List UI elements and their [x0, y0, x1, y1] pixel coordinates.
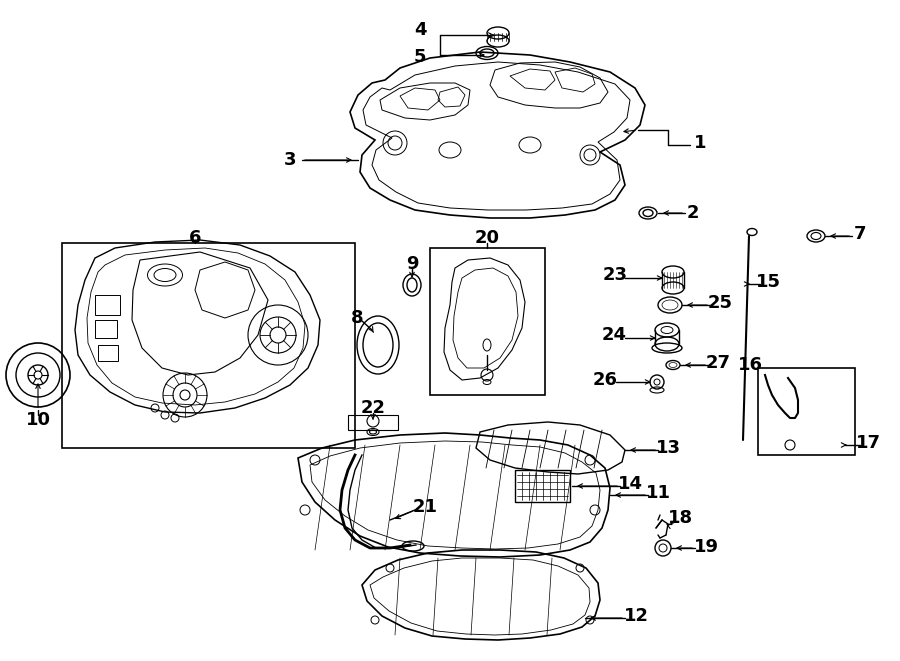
Text: 9: 9	[406, 255, 419, 273]
Bar	[95, 320, 117, 338]
Text: 4: 4	[414, 21, 427, 39]
Text: 25: 25	[707, 294, 733, 312]
Text: 3: 3	[284, 151, 296, 169]
Text: 27: 27	[706, 354, 731, 372]
Text: 5: 5	[414, 48, 427, 66]
Text: 16: 16	[737, 356, 762, 374]
Text: 26: 26	[592, 371, 617, 389]
Text: 21: 21	[412, 498, 437, 516]
Text: 15: 15	[755, 273, 780, 291]
Bar	[348, 415, 398, 430]
Bar	[515, 470, 570, 502]
Text: 24: 24	[601, 326, 626, 344]
Text: 6: 6	[189, 229, 202, 247]
Text: 8: 8	[351, 309, 364, 327]
Bar	[430, 248, 545, 395]
Text: 18: 18	[668, 509, 693, 527]
Text: 10: 10	[25, 411, 50, 429]
Text: 11: 11	[645, 484, 670, 502]
Text: 23: 23	[602, 266, 627, 284]
Bar	[95, 295, 120, 315]
Bar	[98, 345, 118, 361]
Text: 14: 14	[617, 475, 643, 493]
Bar	[62, 243, 355, 448]
Text: 2: 2	[687, 204, 699, 222]
Text: 1: 1	[694, 134, 706, 152]
Text: 13: 13	[655, 439, 680, 457]
Text: 20: 20	[474, 229, 500, 247]
Bar	[758, 368, 855, 455]
Text: 17: 17	[856, 434, 880, 452]
Text: 12: 12	[624, 607, 649, 625]
Text: 22: 22	[361, 399, 385, 417]
Text: 7: 7	[854, 225, 866, 243]
Text: 19: 19	[694, 538, 718, 556]
